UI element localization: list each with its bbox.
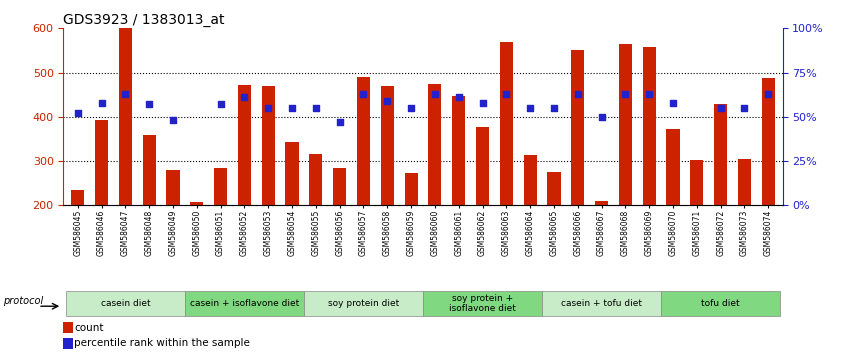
Point <box>428 91 442 97</box>
Bar <box>547 172 561 205</box>
Bar <box>238 85 251 205</box>
Point <box>214 102 228 107</box>
Bar <box>714 103 728 205</box>
Text: soy protein diet: soy protein diet <box>328 299 399 308</box>
Point <box>714 105 728 111</box>
Bar <box>618 44 632 205</box>
Point <box>238 95 251 100</box>
Text: casein + isoflavone diet: casein + isoflavone diet <box>190 299 299 308</box>
Point <box>738 105 751 111</box>
Point <box>547 105 561 111</box>
Text: casein diet: casein diet <box>101 299 151 308</box>
Bar <box>661 291 780 316</box>
Bar <box>167 170 179 205</box>
Bar <box>310 154 322 205</box>
Point <box>595 114 608 120</box>
Bar <box>667 129 679 205</box>
Text: casein + tofu diet: casein + tofu diet <box>561 299 642 308</box>
Bar <box>118 28 132 205</box>
Bar <box>190 202 203 205</box>
Point <box>357 91 371 97</box>
Bar <box>95 120 108 205</box>
Text: count: count <box>74 322 104 332</box>
Point <box>142 102 156 107</box>
Bar <box>143 135 156 205</box>
Bar <box>738 159 751 205</box>
Bar <box>595 201 608 205</box>
Bar <box>423 291 542 316</box>
Text: GDS3923 / 1383013_at: GDS3923 / 1383013_at <box>63 13 225 27</box>
Point <box>642 91 656 97</box>
Point <box>309 105 322 111</box>
Bar <box>285 142 299 205</box>
Bar <box>214 168 228 205</box>
Point <box>475 100 489 105</box>
Point <box>71 110 85 116</box>
Point <box>761 91 775 97</box>
Point <box>381 98 394 104</box>
Point <box>95 100 108 105</box>
Bar <box>476 126 489 205</box>
Text: soy protein +
isoflavone diet: soy protein + isoflavone diet <box>449 294 516 313</box>
Bar <box>71 190 85 205</box>
Point <box>166 118 179 123</box>
Bar <box>404 173 418 205</box>
Bar <box>381 86 394 205</box>
Bar <box>63 338 73 349</box>
Bar <box>690 160 703 205</box>
Bar <box>452 96 465 205</box>
Text: percentile rank within the sample: percentile rank within the sample <box>74 338 250 348</box>
Bar <box>66 291 185 316</box>
Text: protocol: protocol <box>3 296 43 306</box>
Bar <box>261 86 275 205</box>
Bar <box>428 84 442 205</box>
Bar <box>357 77 370 205</box>
Bar <box>500 41 513 205</box>
Text: tofu diet: tofu diet <box>701 299 740 308</box>
Bar <box>333 168 346 205</box>
Point <box>285 105 299 111</box>
Point <box>332 119 346 125</box>
Bar <box>761 78 775 205</box>
Point <box>500 91 514 97</box>
Bar <box>304 291 423 316</box>
Point <box>571 91 585 97</box>
Point <box>261 105 275 111</box>
Point <box>404 105 418 111</box>
Point <box>452 95 465 100</box>
Bar <box>63 322 73 333</box>
Point <box>524 105 537 111</box>
Bar <box>643 47 656 205</box>
Bar <box>571 50 585 205</box>
Point <box>618 91 632 97</box>
Point <box>118 91 132 97</box>
Point <box>667 100 680 105</box>
Bar <box>524 155 536 205</box>
Bar <box>185 291 304 316</box>
Bar <box>542 291 661 316</box>
